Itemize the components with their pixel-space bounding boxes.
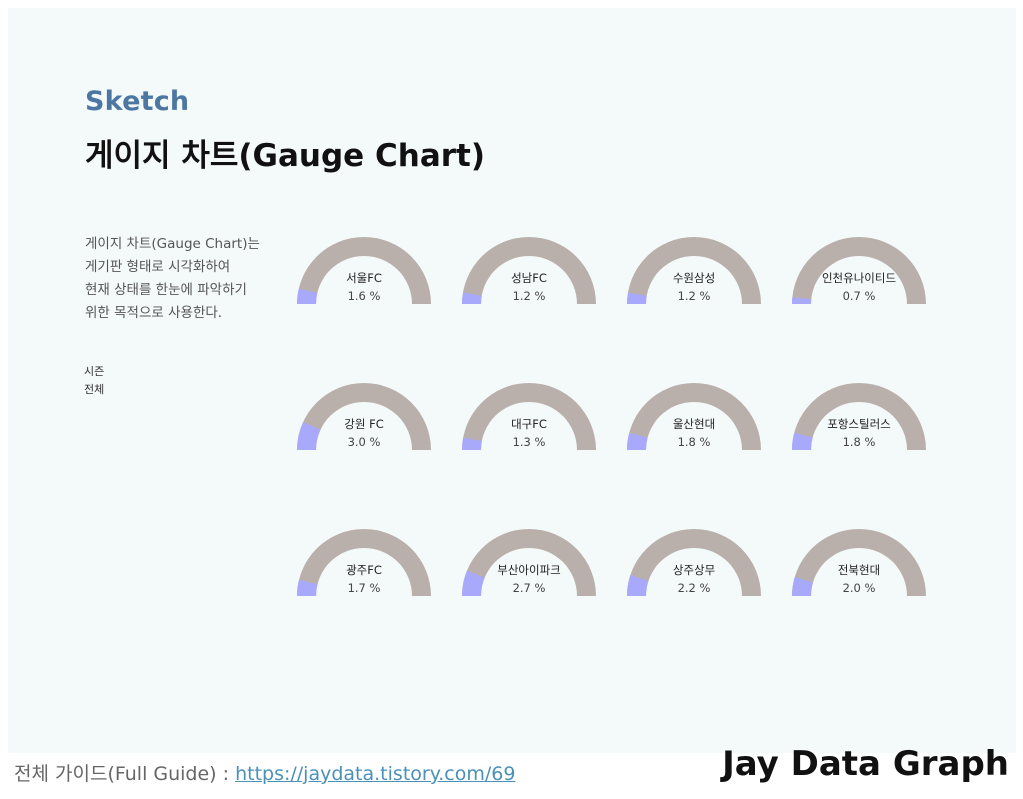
gauge-name-label: 서울FC (346, 271, 382, 285)
gauge: 전북현대 2.0 % (792, 529, 926, 596)
gauge-value-arc (792, 297, 812, 304)
gauge-track (297, 529, 431, 596)
gauge-value-arc (297, 288, 318, 304)
gauge-value-label: 1.6 % (348, 289, 381, 303)
gauge-track (792, 529, 926, 596)
gauge: 대구FC 1.3 % (462, 383, 596, 450)
gauge: 성남FC 1.2 % (462, 237, 596, 304)
gauge: 서울FC 1.6 % (297, 237, 431, 304)
gauge-name-label: 광주FC (346, 563, 382, 577)
gauge: 울산현대 1.8 % (627, 383, 761, 450)
gauge-value-label: 1.8 % (678, 435, 711, 449)
gauge-value-label: 2.0 % (843, 581, 876, 595)
gauge-track (462, 237, 596, 304)
gauge-track (792, 237, 926, 304)
gauge-name-label: 포항스틸러스 (827, 417, 890, 431)
guide-link[interactable]: https://jaydata.tistory.com/69 (235, 763, 516, 785)
brand-logo-text: Jay Data Graph (722, 744, 1009, 784)
season-filter[interactable]: 시즌 전체 (84, 365, 105, 396)
gauge-value-arc (297, 579, 318, 596)
page-title: 게이지 차트(Gauge Chart) (85, 138, 486, 174)
gauge-value-label: 2.7 % (513, 581, 546, 595)
gauge-value-arc (462, 292, 482, 304)
chart-panel (8, 8, 1016, 753)
gauge-track (297, 237, 431, 304)
gauge: 포항스틸러스 1.8 % (792, 383, 926, 450)
gauge-value-arc (462, 437, 482, 450)
gauge-track (627, 237, 761, 304)
footer-guide: 전체 가이드(Full Guide) : https://jaydata.tis… (14, 759, 515, 786)
gauge-value-arc (297, 421, 321, 450)
gauge-track (462, 529, 596, 596)
gauge-name-label: 울산현대 (673, 417, 715, 431)
gauge-name-label: 수원삼성 (673, 271, 715, 285)
gauge-name-label: 인천유나이티드 (822, 271, 896, 285)
gauge-value-arc (462, 570, 485, 596)
footer-guide-label: 전체 가이드(Full Guide) : (14, 763, 236, 785)
gauge: 인천유나이티드 0.7 % (792, 237, 926, 304)
gauge-track (462, 383, 596, 450)
gauge-name-label: 전북현대 (838, 563, 880, 577)
gauge-name-label: 대구FC (511, 417, 547, 431)
gauge-value-arc (627, 575, 649, 596)
gauge-value-label: 0.7 % (843, 289, 876, 303)
gauge-value-label: 1.2 % (678, 289, 711, 303)
gauge-name-label: 부산아이파크 (497, 563, 560, 577)
gauge-value-arc (792, 432, 813, 450)
gauge: 부산아이파크 2.7 % (462, 529, 596, 596)
gauge-value-label: 2.2 % (678, 581, 711, 595)
chart-description: 게이지 차트(Gauge Chart)는 게기판 형태로 시각화하여 현재 상태… (85, 236, 260, 321)
gauge-track (792, 383, 926, 450)
gauge-name-label: 상주상무 (673, 563, 715, 577)
gauge-value-arc (792, 576, 813, 596)
gauge-value-arc (627, 292, 647, 304)
gauge-track (627, 529, 761, 596)
gauge-name-label: 강원 FC (344, 417, 383, 431)
kicker-title: Sketch (85, 86, 190, 117)
gauge-value-label: 3.0 % (348, 435, 381, 449)
gauge: 강원 FC 3.0 % (297, 383, 431, 450)
gauge-value-label: 1.3 % (513, 435, 546, 449)
gauge-value-arc (627, 432, 648, 450)
gauge: 광주FC 1.7 % (297, 529, 431, 596)
gauge-value-label: 1.7 % (348, 581, 381, 595)
gauge: 상주상무 2.2 % (627, 529, 761, 596)
gauge-track (627, 383, 761, 450)
gauge-value-label: 1.2 % (513, 289, 546, 303)
gauge-value-label: 1.8 % (843, 435, 876, 449)
gauge: 수원삼성 1.2 % (627, 237, 761, 304)
gauge-track (297, 383, 431, 450)
gauge-name-label: 성남FC (511, 271, 547, 285)
